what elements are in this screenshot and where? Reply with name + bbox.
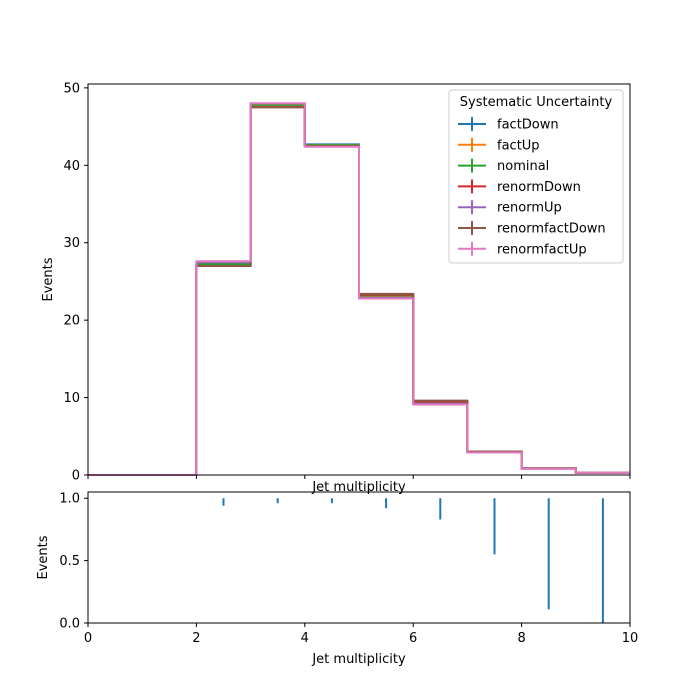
main-x-axis-label: Jet multiplicity bbox=[311, 480, 406, 495]
ratio-errorbars bbox=[222, 498, 604, 623]
legend-entries: factDown factUp nominal renormDown renormUp r… bbox=[458, 117, 606, 257]
series-line-renormfactUp bbox=[88, 102, 630, 476]
ratio-y-tick-label: 0.5 bbox=[59, 554, 80, 569]
legend-entry-renormUp: renormUp bbox=[458, 200, 562, 216]
main-y-axis: 0 10 20 30 40 50 bbox=[63, 81, 88, 484]
ratio-axes-frame bbox=[87, 491, 631, 624]
legend-label: factUp bbox=[497, 138, 540, 153]
ratio-x-tick-label: 0 bbox=[84, 631, 92, 646]
legend-box bbox=[448, 89, 624, 264]
legend-label: nominal bbox=[497, 159, 549, 174]
legend-entry-renormfactDown: renormfactDown bbox=[458, 221, 606, 237]
ratio-y-axis-label: Events bbox=[36, 535, 51, 579]
legend-label: renormDown bbox=[497, 180, 581, 195]
main-y-tick-label: 30 bbox=[63, 236, 80, 251]
ratio-x-tick-label: 4 bbox=[301, 631, 309, 646]
main-panel: 0 10 20 30 40 50 Events Jet multiplicity Syst… bbox=[41, 81, 631, 495]
main-axes-frame bbox=[87, 83, 631, 476]
ratio-y-axis: 0.0 0.5 1.0 bbox=[59, 492, 88, 632]
main-y-tick-label: 10 bbox=[63, 391, 80, 406]
ratio-x-tick-label: 8 bbox=[517, 631, 525, 646]
main-y-tick-label: 20 bbox=[63, 314, 80, 329]
main-y-axis-label: Events bbox=[41, 257, 56, 301]
legend-entry-nominal: nominal bbox=[458, 158, 549, 174]
legend-label: renormfactUp bbox=[497, 242, 587, 257]
ratio-x-tick-label: 6 bbox=[409, 631, 417, 646]
main-y-tick-label: 40 bbox=[63, 159, 80, 174]
legend-entry-factUp: factUp bbox=[458, 137, 540, 153]
legend-title: Systematic Uncertainty bbox=[460, 95, 613, 110]
legend-label: renormUp bbox=[497, 201, 562, 216]
ratio-y-tick-label: 0.0 bbox=[59, 617, 80, 632]
ratio-x-tick-label: 2 bbox=[192, 631, 200, 646]
legend-entry-renormfactUp: renormfactUp bbox=[458, 241, 587, 257]
main-x-axis bbox=[87, 475, 631, 479]
main-y-tick-label: 0 bbox=[72, 469, 80, 484]
legend: Systematic Uncertainty factDown factUp nom… bbox=[448, 89, 624, 264]
main-series-group bbox=[88, 102, 630, 476]
legend-label: factDown bbox=[497, 118, 559, 133]
legend-label: renormfactDown bbox=[497, 222, 606, 237]
legend-entry-factDown: factDown bbox=[458, 117, 559, 133]
ratio-x-axis-label: Jet multiplicity bbox=[311, 652, 406, 667]
ratio-x-tick-label: 10 bbox=[622, 631, 639, 646]
ratio-x-axis: 0 2 4 6 8 10 bbox=[84, 623, 638, 646]
ratio-y-tick-label: 1.0 bbox=[59, 492, 80, 507]
ratio-panel: 0.0 0.5 1.0 0 2 4 6 8 10 Events Jet multiplicit… bbox=[36, 491, 638, 667]
main-y-tick-label: 50 bbox=[63, 81, 80, 96]
legend-entry-renormDown: renormDown bbox=[458, 179, 581, 195]
